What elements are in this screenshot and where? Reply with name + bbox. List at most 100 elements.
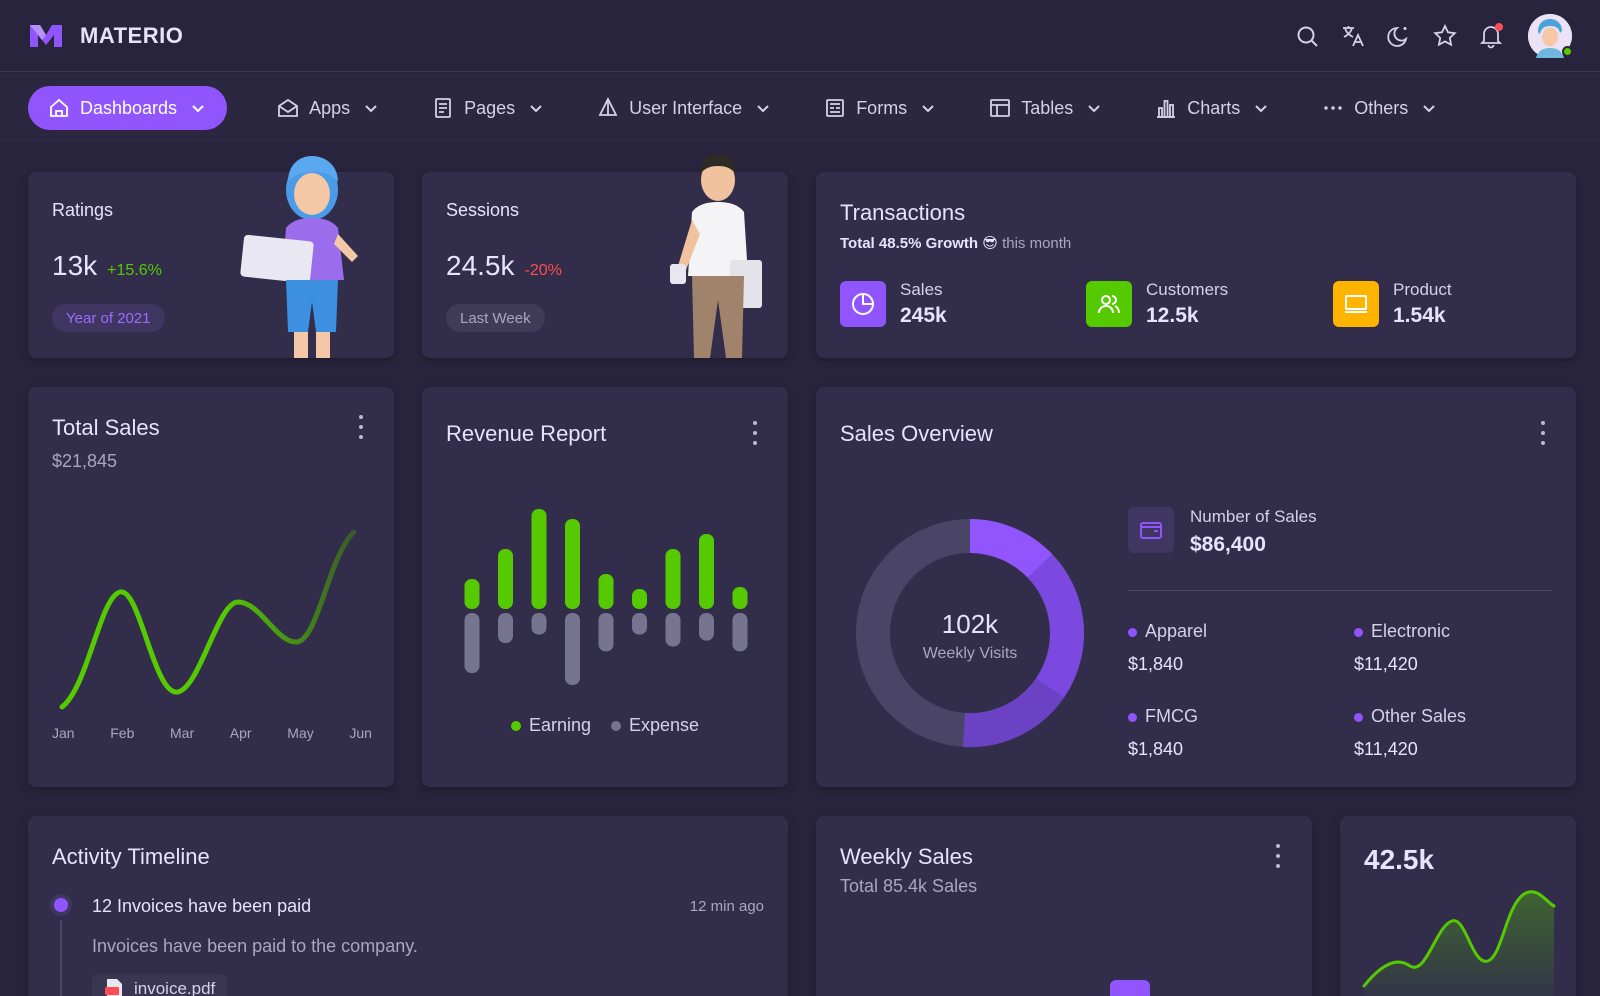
avatar[interactable] bbox=[1528, 13, 1573, 58]
txn-customers-label: Customers bbox=[1146, 280, 1229, 299]
nav-pages-label: Pages bbox=[464, 97, 516, 118]
weekly-sales-bar bbox=[1110, 980, 1150, 996]
txn-customers-value: 12.5k bbox=[1146, 304, 1199, 327]
nav-charts[interactable]: Charts bbox=[1135, 86, 1288, 130]
mini-stat-line bbox=[1362, 890, 1556, 988]
timeline-item-title: 12 Invoices have been paid bbox=[92, 896, 312, 916]
expense-bar bbox=[632, 613, 647, 635]
mini-stat-card: 42.5k bbox=[1340, 816, 1576, 996]
chevron-down-icon bbox=[1088, 105, 1100, 113]
nav-apps[interactable]: Apps bbox=[257, 86, 398, 130]
transactions-period: this month bbox=[1002, 235, 1072, 252]
month-label: Apr bbox=[229, 725, 252, 741]
ratings-period-chip: Year of 2021 bbox=[52, 304, 165, 332]
chevron-down-icon bbox=[922, 105, 934, 113]
category-label: Electronic bbox=[1371, 621, 1451, 641]
category-label: Other Sales bbox=[1371, 706, 1467, 726]
sales-overview-card: Sales Overview 102k Weekly Visits Number… bbox=[816, 387, 1576, 787]
chevron-down-icon bbox=[757, 105, 769, 113]
nav-others[interactable]: Others bbox=[1302, 86, 1456, 130]
brand[interactable]: MATERIO bbox=[28, 23, 183, 49]
legend-expense: Expense bbox=[610, 715, 700, 736]
timeline-dot bbox=[54, 898, 68, 912]
search-icon[interactable] bbox=[1294, 23, 1320, 49]
number-of-sales-label: Number of Sales bbox=[1190, 507, 1317, 526]
month-label: Mar bbox=[170, 725, 195, 741]
category-label: Apparel bbox=[1145, 621, 1208, 641]
donut-segment bbox=[962, 677, 1065, 748]
weekly-sales-subtitle: Total 85.4k Sales bbox=[840, 876, 978, 896]
expense-bar bbox=[732, 613, 748, 652]
timeline-item-time: 12 min ago bbox=[689, 898, 764, 915]
ratings-card: Ratings 13k +15.6% Year of 2021 bbox=[28, 156, 394, 358]
chevron-down-icon bbox=[192, 105, 204, 113]
revenue-report-title: Revenue Report bbox=[446, 421, 607, 446]
star-icon[interactable] bbox=[1432, 23, 1458, 49]
nav-user-interface[interactable]: User Interface bbox=[577, 86, 790, 130]
attachment-chip[interactable]: invoice.pdf bbox=[92, 974, 228, 996]
txn-sales: Sales 245k bbox=[840, 280, 947, 328]
document-icon bbox=[435, 98, 451, 118]
revenue-report-menu-button[interactable] bbox=[751, 421, 759, 445]
sales-overview-menu-button[interactable] bbox=[1539, 421, 1547, 445]
nav-pages[interactable]: Pages bbox=[412, 86, 563, 130]
nav-forms-label: Forms bbox=[856, 97, 908, 118]
expense-bar bbox=[665, 613, 681, 647]
category-other-sales: Other Sales $11,420 bbox=[1354, 706, 1466, 760]
month-label: Feb bbox=[110, 725, 135, 741]
timeline-item-description: Invoices have been paid to the company. bbox=[92, 936, 418, 956]
expense-dot bbox=[610, 721, 621, 732]
earning-bar bbox=[531, 509, 547, 609]
weekly-sales-title: Weekly Sales bbox=[840, 844, 973, 869]
nav-tables-label: Tables bbox=[1021, 97, 1074, 118]
nav-apps-label: Apps bbox=[309, 97, 351, 118]
earning-bar bbox=[565, 519, 580, 609]
month-label: Jun bbox=[349, 725, 372, 741]
ratings-title: Ratings bbox=[52, 200, 114, 220]
weekly-sales-menu-button[interactable] bbox=[1274, 844, 1282, 868]
top-bar: MATERIO bbox=[0, 0, 1600, 72]
shapes-icon bbox=[598, 97, 618, 116]
sessions-value: 24.5k bbox=[446, 250, 515, 281]
timeline-line bbox=[60, 920, 62, 996]
legend-earning: Earning bbox=[510, 715, 591, 736]
category-apparel: Apparel $1,840 bbox=[1128, 621, 1207, 675]
month-label: Jan bbox=[52, 725, 75, 741]
total-sales-menu-button[interactable] bbox=[357, 415, 365, 439]
transactions-growth: Total 48.5% Growth bbox=[840, 235, 979, 252]
total-sales-card: Total Sales $21,845 Jan Feb Mar Apr May … bbox=[28, 387, 394, 787]
weekly-visits-donut bbox=[856, 519, 1084, 748]
theme-moon-icon[interactable] bbox=[1386, 23, 1412, 49]
character-illustration-woman bbox=[240, 156, 358, 358]
category-fmcg: FMCG $1,840 bbox=[1128, 706, 1198, 760]
earning-bar bbox=[598, 574, 614, 609]
number-of-sales-value: $86,400 bbox=[1190, 533, 1266, 556]
sessions-title: Sessions bbox=[446, 200, 520, 220]
expense-bar bbox=[498, 613, 513, 643]
earning-bar bbox=[632, 589, 647, 609]
brand-logo-icon bbox=[30, 24, 62, 47]
online-status-dot bbox=[1562, 45, 1573, 57]
translate-icon[interactable] bbox=[1340, 23, 1366, 49]
mail-open-icon bbox=[278, 98, 298, 117]
total-sales-title: Total Sales bbox=[52, 415, 160, 440]
legend-expense-label: Expense bbox=[628, 715, 700, 735]
bell-icon[interactable] bbox=[1478, 22, 1504, 49]
expense-bar bbox=[699, 613, 714, 641]
category-label: FMCG bbox=[1145, 706, 1198, 726]
category-dot bbox=[1128, 712, 1137, 722]
sessions-change: -20% bbox=[524, 262, 562, 279]
nav-tables[interactable]: Tables bbox=[969, 86, 1121, 130]
total-sales-line bbox=[59, 529, 357, 710]
ratings-change: +15.6% bbox=[107, 262, 162, 279]
nav-dashboards[interactable]: Dashboards bbox=[28, 86, 228, 130]
earning-bar bbox=[732, 587, 748, 609]
txn-customers: Customers 12.5k bbox=[1086, 280, 1228, 328]
nav-forms[interactable]: Forms bbox=[804, 86, 955, 130]
mini-stat-area bbox=[1364, 891, 1554, 996]
txn-product: Product 1.54k bbox=[1333, 280, 1452, 328]
notification-dot bbox=[1495, 22, 1503, 31]
home-icon bbox=[50, 98, 68, 117]
earning-dot bbox=[510, 721, 521, 732]
txn-product-value: 1.54k bbox=[1393, 304, 1446, 327]
